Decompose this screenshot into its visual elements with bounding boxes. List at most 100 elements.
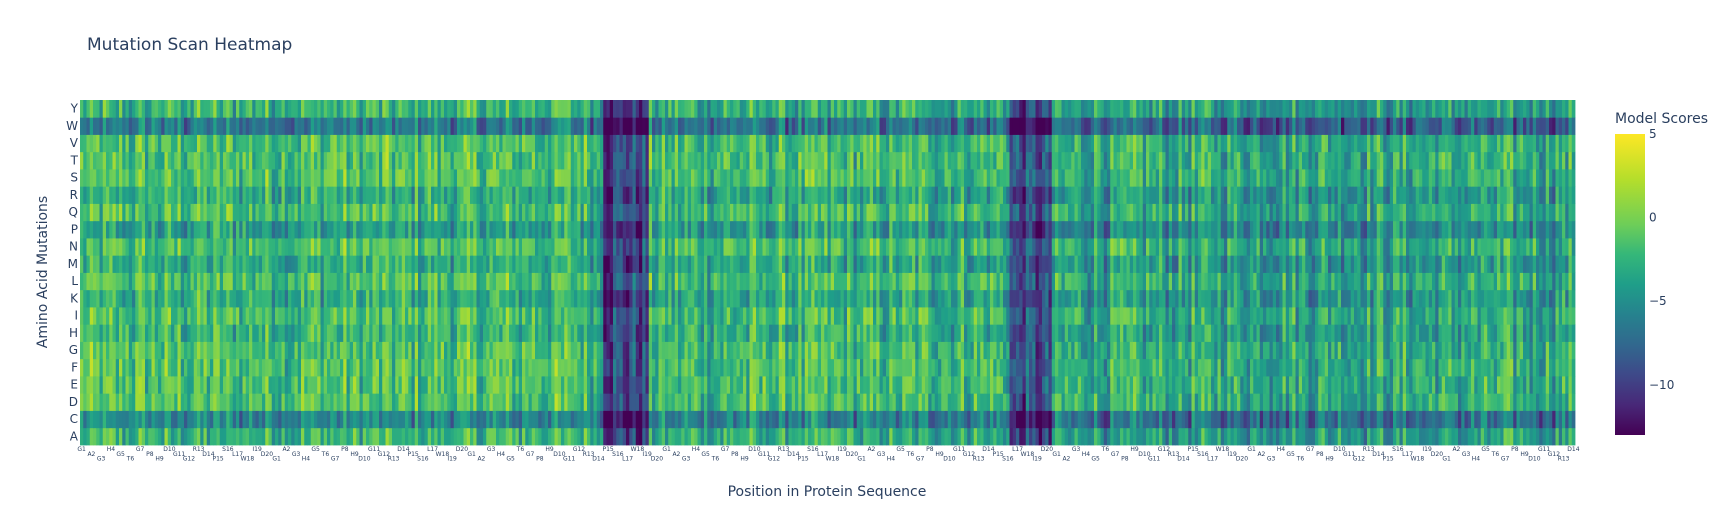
heatmap-cell — [1302, 427, 1306, 446]
heatmap-cell — [557, 324, 562, 342]
heatmap-cell — [333, 376, 338, 394]
heatmap-cell — [440, 272, 445, 291]
heatmap-cell — [190, 307, 195, 325]
heatmap-cell — [635, 427, 640, 446]
heatmap-cell — [1149, 324, 1153, 342]
heatmap-cell — [574, 255, 578, 273]
heatmap-cell — [1204, 376, 1209, 394]
heatmap-cell — [1484, 410, 1488, 429]
heatmap-cell — [1175, 376, 1179, 394]
heatmap-cell — [915, 255, 919, 273]
heatmap-cell — [1477, 272, 1482, 291]
heatmap-cell — [1152, 358, 1157, 377]
heatmap-cell — [733, 410, 737, 429]
heatmap-cell — [1315, 324, 1319, 342]
heatmap-cell — [1165, 410, 1170, 429]
heatmap-cell — [535, 358, 539, 377]
heatmap-cell — [1474, 358, 1478, 377]
heatmap-cell — [541, 272, 546, 291]
heatmap-cell — [908, 376, 913, 394]
heatmap-cell — [629, 393, 633, 411]
heatmap-cell — [138, 324, 143, 342]
heatmap-cell — [86, 307, 91, 325]
heatmap-cell — [1490, 410, 1495, 429]
heatmap-cell — [525, 255, 529, 273]
heatmap-cell — [999, 376, 1004, 394]
heatmap-cell — [600, 272, 604, 291]
heatmap-cell — [1523, 410, 1527, 429]
heatmap-cell — [255, 341, 260, 360]
heatmap-cell — [1084, 307, 1088, 325]
heatmap-cell — [951, 358, 955, 377]
heatmap-cell — [1022, 376, 1027, 394]
heatmap-cell — [778, 255, 783, 273]
heatmap-cell — [281, 393, 286, 411]
heatmap-cell — [1448, 341, 1452, 360]
heatmap-cell — [239, 358, 243, 377]
heatmap-cell — [1562, 358, 1566, 377]
heatmap-cell — [817, 255, 822, 273]
heatmap-cell — [502, 324, 507, 342]
heatmap-cell — [847, 272, 851, 291]
heatmap-cell — [460, 289, 464, 308]
heatmap-cell — [1204, 324, 1209, 342]
heatmap-cell — [382, 393, 386, 411]
heatmap-cell — [1519, 410, 1524, 429]
heatmap-cell — [1448, 358, 1452, 377]
heatmap-cell — [135, 427, 139, 446]
heatmap-cell — [700, 272, 705, 291]
heatmap-cell — [1123, 393, 1127, 411]
heatmap-cell — [1367, 341, 1371, 360]
heatmap-cell — [314, 289, 318, 308]
heatmap-cell — [444, 272, 448, 291]
heatmap-cell — [366, 393, 370, 411]
heatmap-cell — [1386, 341, 1391, 360]
heatmap-cell — [1012, 289, 1017, 308]
heatmap-cell — [1003, 255, 1007, 273]
heatmap-cell — [713, 358, 718, 377]
heatmap-cell — [788, 376, 793, 394]
heatmap-cell — [697, 272, 702, 291]
heatmap-cell — [395, 324, 399, 342]
heatmap-cell — [821, 427, 825, 446]
heatmap-cell — [525, 289, 529, 308]
heatmap-cell — [528, 272, 533, 291]
heatmap-cell — [1214, 393, 1218, 411]
heatmap-cell — [668, 393, 672, 411]
heatmap-cell — [1107, 427, 1111, 446]
heatmap-cell — [1562, 427, 1566, 446]
heatmap-cell — [1295, 307, 1300, 325]
heatmap-cell — [1454, 427, 1459, 446]
heatmap-cell — [197, 393, 201, 411]
heatmap-cell — [1100, 358, 1105, 377]
heatmap-cell — [723, 307, 728, 325]
heatmap-cell — [1211, 410, 1215, 429]
heatmap-cell — [242, 376, 247, 394]
chart-title: Mutation Scan Heatmap — [87, 35, 292, 55]
heatmap-cell — [1555, 272, 1560, 291]
heatmap-cell — [704, 307, 708, 325]
heatmap-cell — [645, 272, 650, 291]
heatmap-cell — [1100, 410, 1105, 429]
heatmap-cell — [145, 307, 149, 325]
heatmap-cell — [167, 427, 172, 446]
heatmap-cell — [86, 358, 91, 377]
heatmap-cell — [710, 255, 715, 273]
heatmap-cell — [1256, 376, 1261, 394]
heatmap-cell — [372, 427, 377, 446]
heatmap-cell — [1240, 341, 1244, 360]
heatmap-cell — [1354, 427, 1358, 446]
heatmap-cell — [1480, 410, 1485, 429]
heatmap-cell — [151, 376, 156, 394]
heatmap-cell — [440, 289, 445, 308]
heatmap-cell — [236, 358, 240, 377]
heatmap-cell — [1246, 341, 1251, 360]
heatmap-cell — [535, 393, 539, 411]
heatmap-cell — [1295, 410, 1300, 429]
heatmap-cell — [739, 410, 744, 429]
heatmap-cell — [658, 324, 663, 342]
heatmap-cell — [902, 255, 906, 273]
heatmap-cell — [1276, 289, 1280, 308]
heatmap-cell — [798, 393, 802, 411]
heatmap-cell — [1048, 427, 1053, 446]
